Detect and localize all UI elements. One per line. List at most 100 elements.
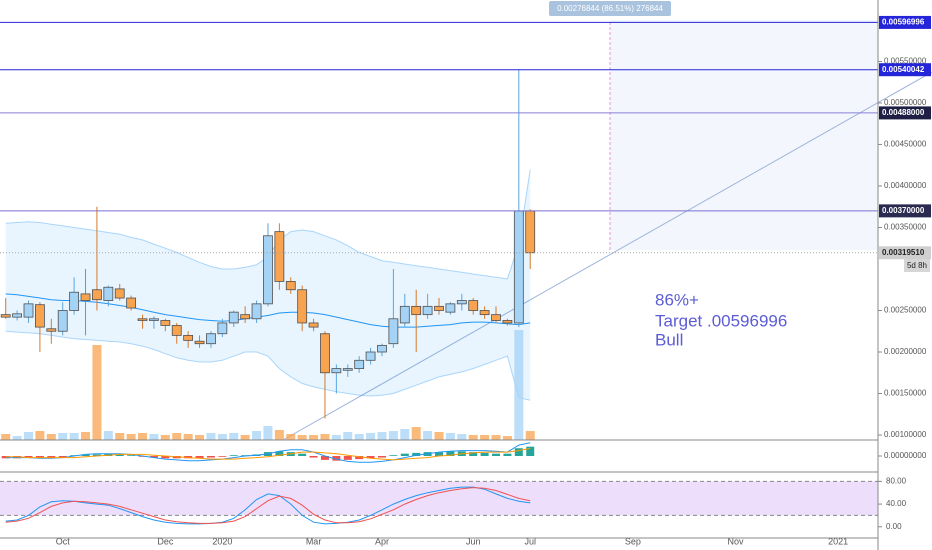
candle-body [491, 314, 501, 321]
volume-bar [172, 433, 182, 440]
macd-hist-bar [526, 446, 535, 456]
volume-bar [468, 435, 478, 440]
price-marker-label: 0.00540042 [882, 65, 925, 74]
candle-body [228, 311, 239, 324]
candle-body [377, 344, 387, 353]
volume-bar [46, 434, 56, 440]
macd-hist-bar [366, 456, 375, 459]
macd-hist-bar [320, 456, 329, 460]
candle-body [331, 368, 342, 374]
price-marker-label: 0.00596996 [882, 18, 925, 27]
candle-body [217, 322, 228, 335]
candle-body [297, 289, 308, 324]
macd-hist-bar [400, 453, 409, 456]
y-tick-label: 0.00550000 [884, 57, 927, 66]
y-tick-label: 0.00150000 [884, 389, 927, 398]
candle-body [160, 320, 171, 326]
macd-hist-bar [389, 455, 398, 456]
candle-body [263, 235, 273, 305]
macd-hist-bar [115, 454, 124, 456]
x-tick-label: Sep [625, 536, 641, 546]
macd-hist-bar [92, 454, 101, 456]
y-tick-label: 40.00 [886, 499, 907, 508]
candle-body [434, 305, 444, 311]
macd-hist-bar [412, 452, 421, 456]
volume-bar [297, 435, 307, 440]
volume-bar [92, 345, 102, 440]
candle-body [285, 281, 296, 291]
macd-hist-bar [343, 456, 352, 460]
price-marker-box [879, 15, 931, 29]
trend-line [282, 71, 932, 441]
macd-hist-bar [206, 456, 215, 458]
candle-body [365, 351, 376, 361]
volume-bar [320, 434, 330, 440]
volume-bar [274, 430, 284, 440]
volume-bar [12, 436, 22, 440]
candle-body [0, 314, 11, 318]
signal-line [5, 447, 531, 461]
x-tick-label: 2021 [828, 536, 848, 546]
candle-body [137, 318, 148, 321]
y-tick-label: 0.00000000 [884, 451, 927, 460]
price-marker-label: 0.00370000 [882, 206, 925, 215]
price-marker-box [879, 246, 931, 260]
macd-hist-bar [355, 456, 364, 460]
volume-bar [491, 435, 501, 440]
volume-bar [263, 426, 273, 440]
volume-bar [240, 435, 250, 440]
candle-body [206, 333, 216, 345]
macd-hist-bar [58, 456, 67, 458]
macd-hist-bar [298, 453, 307, 456]
candle-body [92, 289, 102, 301]
x-tick-label: Nov [727, 536, 744, 546]
volume-bar [366, 433, 376, 440]
macd-hist-bar [218, 456, 227, 457]
candle-body [456, 300, 467, 305]
annotation: Target .00596996 [655, 311, 787, 330]
candle-body [479, 310, 490, 316]
measure-area [610, 20, 878, 250]
y-tick-label: 0.00 [886, 522, 902, 531]
candle-body [114, 288, 125, 299]
macd-hist-bar [81, 454, 90, 456]
candle-body [149, 318, 159, 321]
candle-body [399, 305, 410, 324]
volume-bar [160, 435, 170, 440]
volume-bar [24, 432, 34, 440]
candle-body [80, 293, 91, 301]
volume-bar [217, 434, 227, 440]
macd-hist-bar [377, 456, 386, 458]
macd-hist-bar [469, 452, 478, 456]
macd-hist-bar [275, 451, 284, 456]
macd-hist-bar [24, 456, 33, 458]
macd-hist-bar [332, 456, 341, 461]
x-tick-label: Jun [466, 536, 481, 546]
volume-bar [502, 436, 512, 440]
volume-bar [331, 435, 341, 440]
x-tick-label: Dec [157, 536, 174, 546]
y-tick-label: 0.00250000 [884, 306, 927, 315]
band-lower [5, 330, 531, 401]
macd-hist-bar [492, 453, 501, 456]
volume-bar [69, 433, 79, 440]
price-marker-box [879, 63, 931, 77]
volume-bar [126, 434, 136, 440]
y-tick-label: 0.00200000 [884, 347, 927, 356]
candle-body [354, 359, 365, 370]
measure-label-box [549, 1, 671, 16]
candle-body [103, 286, 114, 301]
candle-body [171, 325, 182, 336]
volume-bar [411, 427, 421, 440]
candle-body [23, 303, 34, 318]
candle-body [57, 310, 68, 332]
annotation: Bull [655, 330, 683, 349]
price-marker-label: 0.00488000 [882, 108, 925, 117]
volume-bar [309, 435, 319, 440]
price-marker-label: 0.00319510 [882, 248, 925, 257]
candle-body [240, 314, 251, 320]
candle-body [422, 305, 433, 316]
volume-bar [58, 433, 68, 440]
x-tick-label: Jul [524, 536, 536, 546]
